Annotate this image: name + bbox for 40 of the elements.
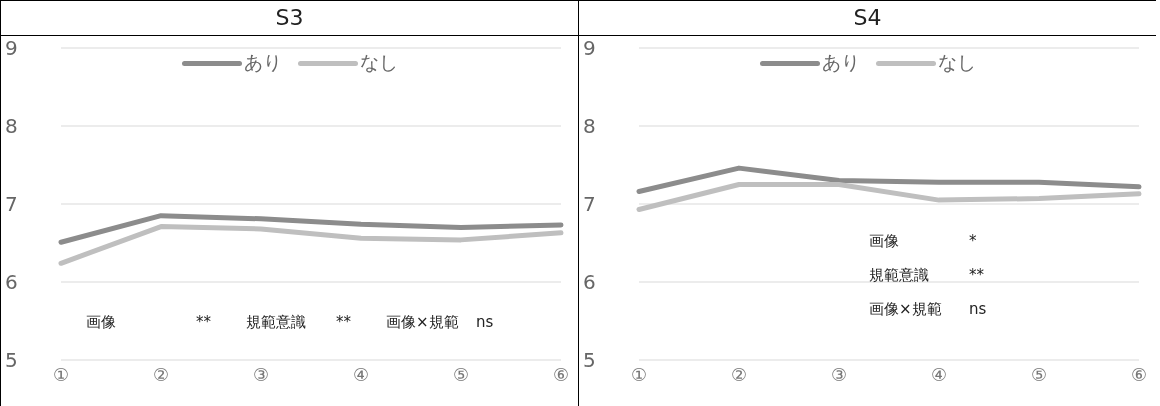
x-tick-label: ⑤ [1030,363,1048,385]
y-tick-label: 5 [583,348,596,373]
annotation: ** [336,313,352,332]
y-tick-label: 7 [583,192,596,217]
annotation: ** [969,266,984,286]
annotation: 画像 [869,232,900,252]
chart-title: S3 [1,0,578,36]
x-tick-label: ④ [352,363,370,385]
x-tick-label: ④ [930,363,948,385]
y-tick-label: 9 [5,36,18,61]
x-tick-label: ② [730,363,748,385]
y-tick-label: 8 [5,114,18,139]
x-tick-label: ⑤ [452,363,470,385]
x-tick-label: ⑥ [552,363,570,385]
legend-label: あり [242,50,282,75]
y-tick-label: 6 [583,270,596,295]
annotation: 画像×規範 [869,300,943,320]
legend-label: なし [358,50,398,75]
annotation: 規範意識 [869,266,930,286]
annotation: 規範意識 [246,313,307,332]
annotation: ** [196,313,212,332]
annotation: 画像×規範 [386,313,460,332]
chart-title: S4 [579,0,1156,36]
y-tick-label: 9 [583,36,596,61]
annotation: * [969,232,977,252]
y-tick-label: 6 [5,270,18,295]
x-tick-label: ① [630,363,648,385]
annotation: ns [476,313,495,332]
x-tick-label: ③ [830,363,848,385]
annotation: ns [969,300,987,320]
y-tick-label: 5 [5,348,18,373]
x-tick-label: ② [152,363,170,385]
x-tick-label: ① [52,363,70,385]
y-tick-label: 7 [5,192,18,217]
x-tick-label: ③ [252,363,270,385]
legend-label: なし [936,50,976,75]
y-tick-label: 8 [583,114,596,139]
x-tick-label: ⑥ [1130,363,1148,385]
annotation: 画像 [86,313,117,332]
legend-label: あり [820,50,860,75]
